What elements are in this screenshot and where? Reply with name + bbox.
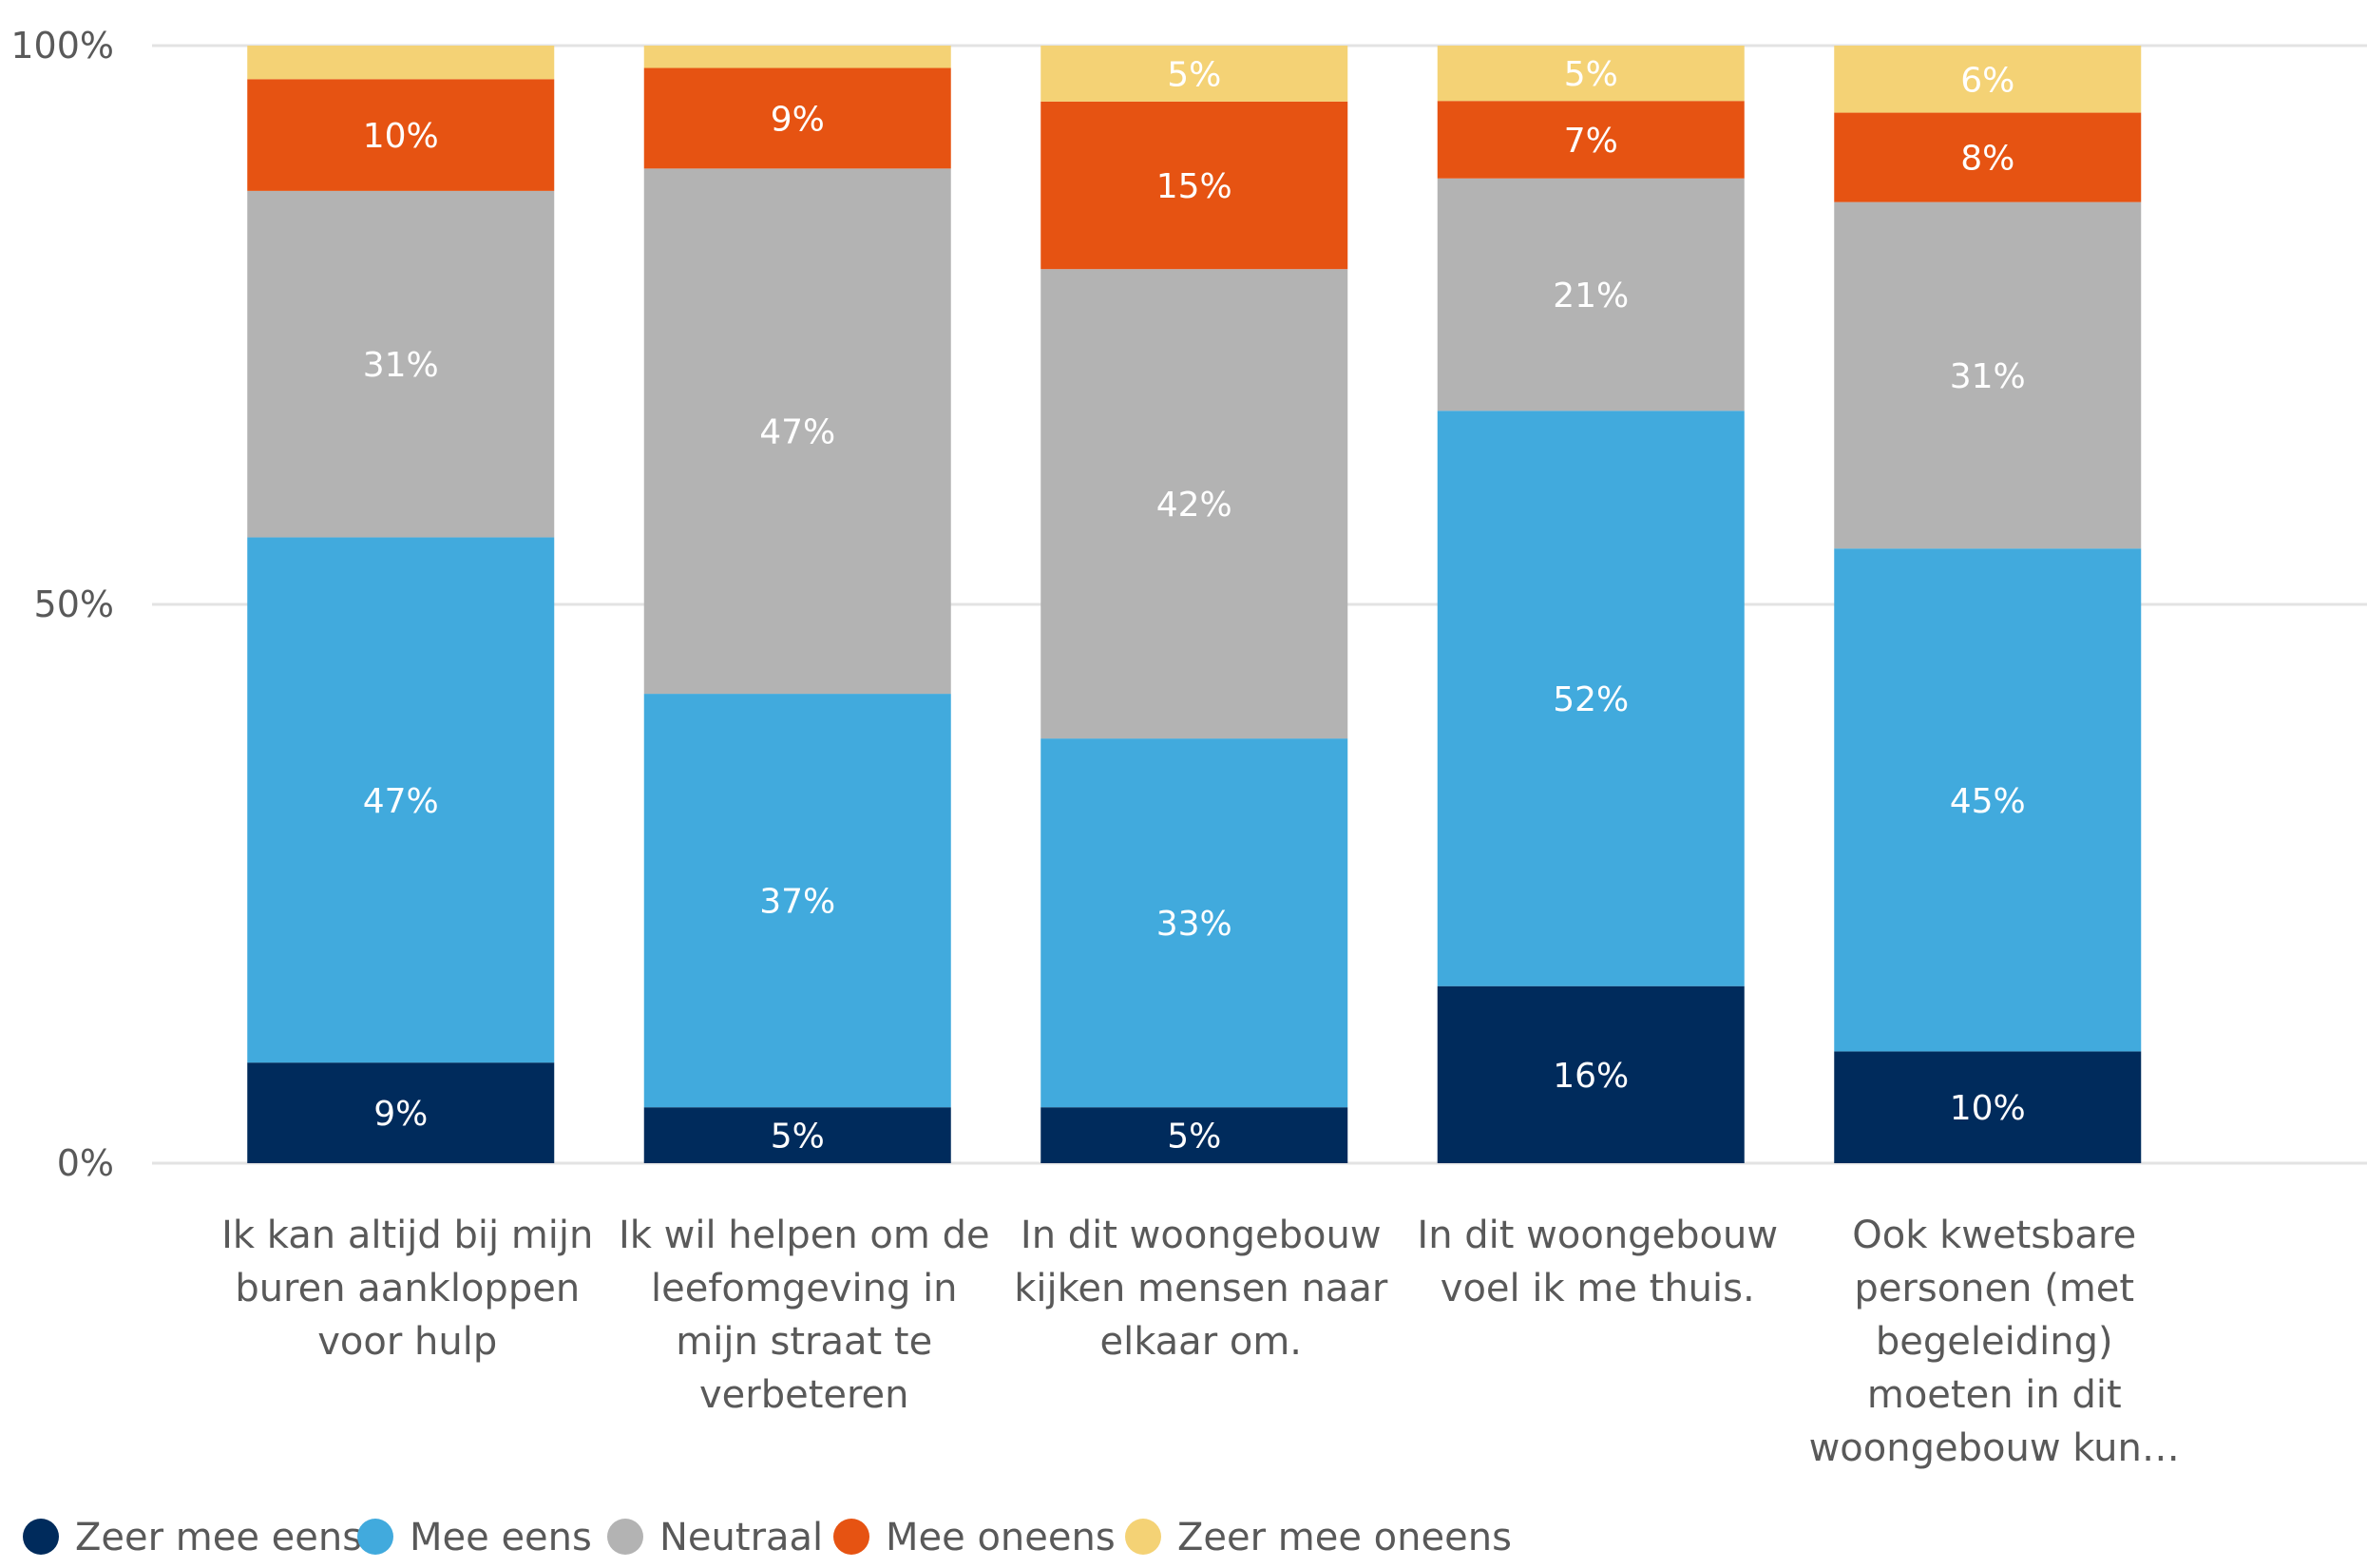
x-category-label-line: Ook kwetsbare bbox=[1852, 1214, 2136, 1257]
x-category-label: In dit woongebouw voel ik me thuis. bbox=[1417, 1214, 1778, 1310]
data-labels: 9% 47% 31% 10% 5% 37% 47% 9% 5% 33% 42% 15% 5% 16% 52%… bbox=[363, 55, 2026, 1156]
y-tick-label: 0% bbox=[57, 1142, 114, 1184]
bar-segment bbox=[1040, 269, 1348, 739]
bar-segment bbox=[1437, 101, 1745, 179]
x-category-label-line: Ik kan altijd bij mijn bbox=[221, 1214, 593, 1257]
x-category-label-line: woongebouw kun… bbox=[1809, 1426, 2180, 1470]
data-label: 47% bbox=[759, 413, 835, 452]
x-category-label: Ook kwetsbare personen (met begeleiding) mo… bbox=[1809, 1214, 2180, 1470]
data-label: 9% bbox=[373, 1095, 428, 1134]
y-tick-label: 100% bbox=[10, 25, 114, 67]
x-category-label-line: buren aankloppen bbox=[235, 1267, 580, 1310]
bar-segment bbox=[643, 67, 951, 169]
legend-label: Zeer mee oneens bbox=[1177, 1516, 1512, 1559]
data-label: 5% bbox=[1564, 55, 1618, 94]
x-category-label-line: personen (met bbox=[1854, 1267, 2134, 1310]
bar-segment bbox=[643, 46, 951, 68]
bar-segment bbox=[247, 1062, 555, 1163]
data-label: 47% bbox=[363, 782, 439, 821]
bar-segment bbox=[643, 694, 951, 1108]
bar-segment bbox=[1040, 738, 1348, 1108]
data-label: 42% bbox=[1156, 486, 1232, 525]
bar-segment bbox=[1437, 985, 1745, 1163]
x-category-label: In dit woongebouw kijken mensen naar elkaa… bbox=[1014, 1214, 1388, 1364]
bar-segment bbox=[1834, 1051, 2142, 1163]
x-axis-labels: Ik kan altijd bij mijn buren aankloppen vo… bbox=[221, 1214, 2180, 1470]
y-axis-ticks: 0% 50% 100% bbox=[10, 25, 114, 1184]
legend-label: Neutraal bbox=[659, 1516, 823, 1559]
bar-segment bbox=[1437, 46, 1745, 102]
x-category-label-line: leefomgeving in bbox=[651, 1267, 958, 1310]
bar-segment bbox=[1040, 1107, 1348, 1163]
bar-segment bbox=[643, 1107, 951, 1163]
data-label: 37% bbox=[759, 883, 835, 922]
legend-marker bbox=[607, 1519, 643, 1555]
bar-segment bbox=[1437, 178, 1745, 411]
x-category-label: Ik kan altijd bij mijn buren aankloppen vo… bbox=[221, 1214, 593, 1364]
legend-marker bbox=[833, 1519, 869, 1555]
data-label: 5% bbox=[1167, 1118, 1221, 1157]
data-label: 7% bbox=[1564, 122, 1618, 161]
legend-label: Mee oneens bbox=[886, 1516, 1116, 1559]
legend-label: Zeer mee eens bbox=[75, 1516, 362, 1559]
x-category-label-line: verbeteren bbox=[699, 1373, 909, 1417]
data-label: 31% bbox=[1950, 357, 2026, 396]
x-category-label-line: voel ik me thuis. bbox=[1441, 1267, 1755, 1310]
x-category-label-line: mijn straat te bbox=[676, 1320, 932, 1364]
data-label: 52% bbox=[1553, 680, 1629, 719]
x-category-label-line: voor hulp bbox=[317, 1320, 497, 1364]
legend-marker bbox=[23, 1519, 59, 1555]
bar-segment bbox=[247, 46, 555, 80]
x-category-label-line: kijken mensen naar bbox=[1014, 1267, 1388, 1310]
bar-segment bbox=[1834, 548, 2142, 1052]
bar-segment bbox=[643, 168, 951, 695]
data-label: 21% bbox=[1553, 277, 1629, 316]
legend: Zeer mee eens Mee eens Neutraal Mee oneens Z… bbox=[23, 1516, 1512, 1559]
data-label: 8% bbox=[1960, 140, 2014, 179]
bar-segment bbox=[1834, 112, 2142, 202]
legend-label: Mee eens bbox=[410, 1516, 592, 1559]
bar-segment bbox=[247, 79, 555, 191]
data-label: 9% bbox=[771, 100, 825, 139]
x-category-label-line: In dit woongebouw bbox=[1021, 1214, 1382, 1257]
x-category-label-line: In dit woongebouw bbox=[1417, 1214, 1778, 1257]
bars bbox=[247, 46, 2142, 1163]
legend-marker bbox=[1125, 1519, 1161, 1555]
bar-segment bbox=[1834, 201, 2142, 549]
x-category-label-line: begeleiding) bbox=[1876, 1320, 2113, 1364]
x-category-label-line: Ik wil helpen om de bbox=[619, 1214, 990, 1257]
data-label: 6% bbox=[1960, 61, 2014, 100]
data-label: 15% bbox=[1156, 167, 1232, 206]
data-label: 16% bbox=[1553, 1057, 1629, 1096]
x-category-label-line: moeten in dit bbox=[1867, 1373, 2122, 1417]
bar-segment bbox=[1040, 46, 1348, 102]
x-category-label: Ik wil helpen om de leefomgeving in mijn s… bbox=[619, 1214, 990, 1417]
data-label: 10% bbox=[1950, 1089, 2026, 1128]
x-category-label-line: elkaar om. bbox=[1099, 1320, 1302, 1364]
bar-segment bbox=[1834, 46, 2142, 113]
bar-segment bbox=[1437, 411, 1745, 986]
bar-segment bbox=[1040, 101, 1348, 270]
bar-segment bbox=[247, 190, 555, 538]
bar-segment bbox=[247, 537, 555, 1063]
data-label: 33% bbox=[1156, 905, 1232, 944]
data-label: 31% bbox=[363, 346, 439, 385]
legend-marker bbox=[357, 1519, 393, 1555]
data-label: 45% bbox=[1950, 782, 2026, 821]
data-label: 5% bbox=[1167, 55, 1221, 94]
data-label: 5% bbox=[771, 1118, 825, 1157]
data-label: 10% bbox=[363, 117, 439, 156]
y-tick-label: 50% bbox=[34, 583, 114, 625]
